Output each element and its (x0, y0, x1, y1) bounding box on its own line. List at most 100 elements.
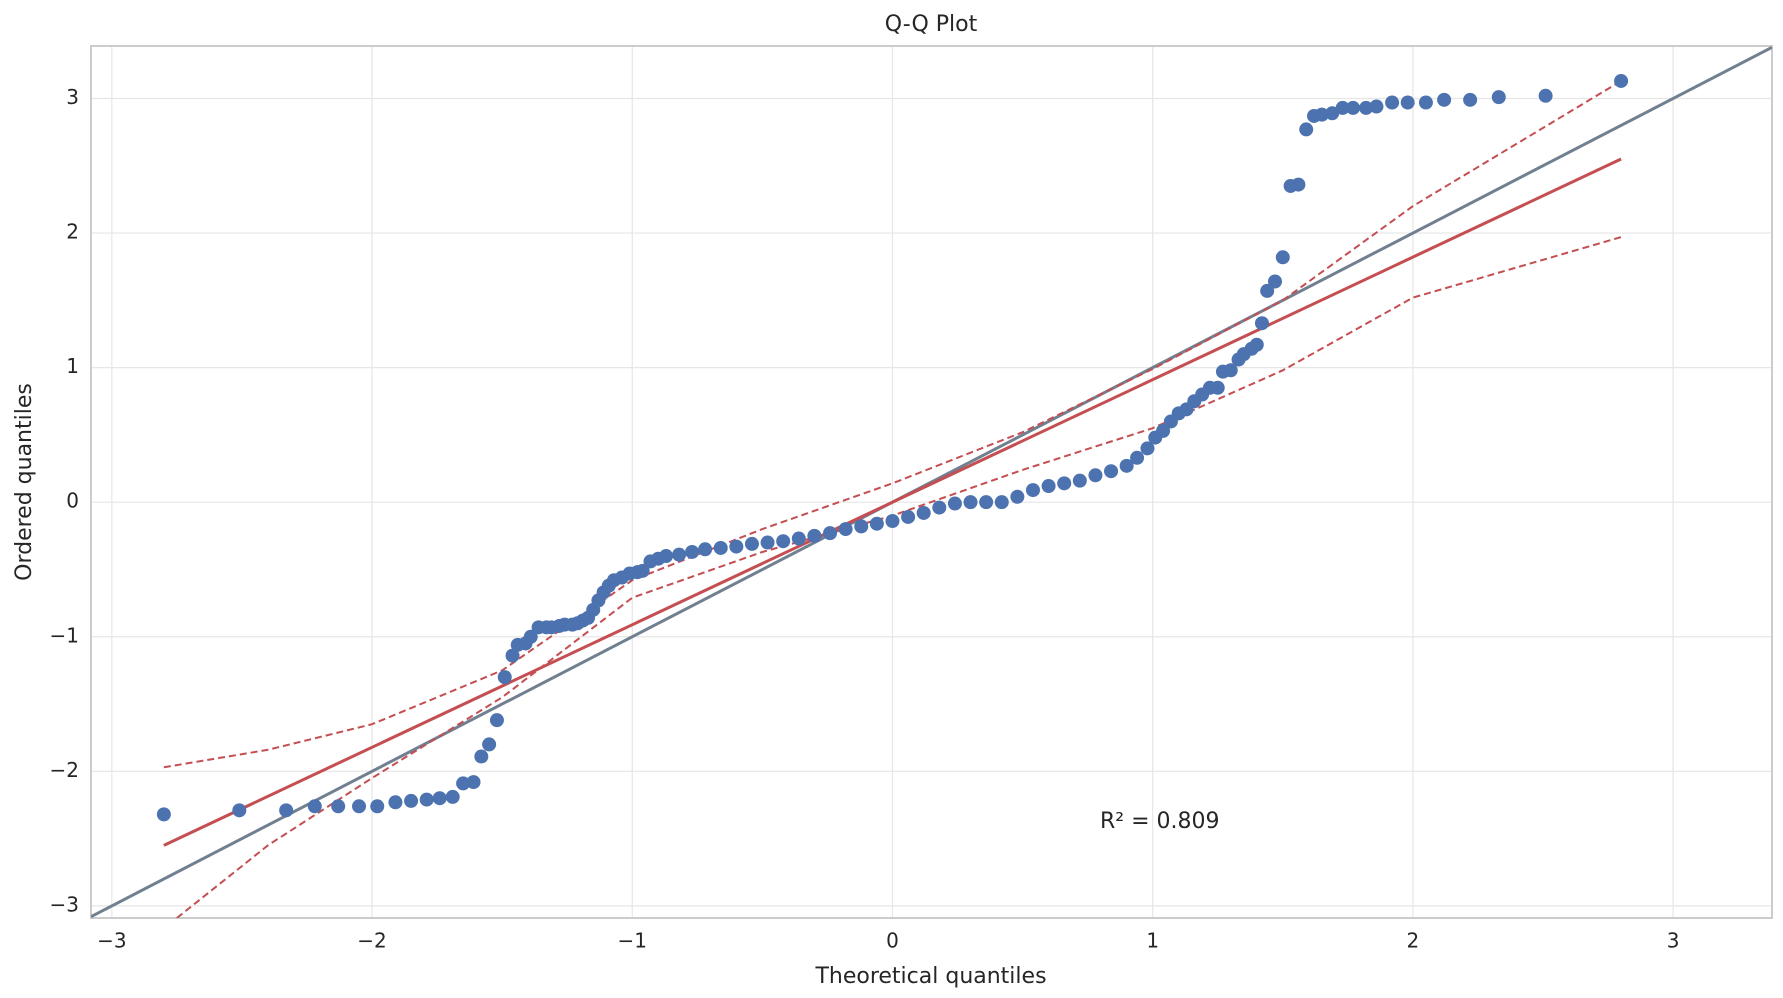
point (505, 648, 520, 663)
point (1299, 122, 1314, 137)
point (1130, 450, 1145, 465)
point (352, 799, 367, 814)
point (807, 528, 822, 543)
point (1260, 283, 1275, 298)
point (1437, 92, 1452, 107)
point (979, 495, 994, 510)
point (713, 540, 728, 555)
point (388, 795, 403, 810)
point (432, 791, 447, 806)
point (482, 737, 497, 752)
point (823, 526, 838, 541)
point (1275, 250, 1290, 265)
point (1325, 106, 1340, 121)
point (791, 531, 806, 546)
point (916, 505, 931, 520)
plot-frame (90, 45, 1773, 919)
point (685, 544, 700, 559)
point (1314, 107, 1329, 122)
point (523, 629, 538, 644)
point (1249, 337, 1264, 352)
y-axis-label: Ordered quantiles (12, 383, 37, 581)
point (279, 803, 294, 818)
point (1072, 473, 1087, 488)
point (370, 799, 385, 814)
point (1104, 464, 1119, 479)
point (419, 792, 434, 807)
point (404, 793, 419, 808)
point (1291, 177, 1306, 192)
point (1140, 441, 1155, 456)
point (1057, 476, 1072, 491)
point (1346, 100, 1361, 115)
point (635, 563, 650, 578)
y-tick-label: −3 (50, 892, 79, 916)
point (456, 776, 471, 791)
y-tick-label: 2 (66, 220, 79, 244)
point (474, 749, 489, 764)
point (232, 803, 247, 818)
reference-line (163, 157, 1622, 847)
point (489, 713, 504, 728)
point (744, 536, 759, 551)
y-tick-label: −2 (50, 758, 79, 782)
x-tick-label: 3 (1667, 929, 1680, 953)
point (659, 549, 674, 564)
y-tick-label: −1 (50, 623, 79, 647)
point (1491, 90, 1506, 105)
point (1463, 92, 1478, 107)
point (838, 522, 853, 537)
chart-title: Q-Q Plot (885, 12, 978, 37)
x-tick-label: −1 (618, 929, 647, 953)
point (1025, 483, 1040, 498)
point (1418, 95, 1433, 110)
x-tick-label: 1 (1146, 929, 1159, 953)
x-tick-label: 2 (1407, 929, 1420, 953)
point (963, 495, 978, 510)
point (932, 500, 947, 515)
point (156, 807, 171, 822)
point (497, 670, 512, 685)
point (760, 535, 775, 550)
point (1614, 73, 1629, 88)
point (698, 542, 713, 557)
point (885, 514, 900, 529)
annotation: R² = 0.809 (1100, 809, 1220, 834)
point (1010, 489, 1025, 504)
point (1088, 468, 1103, 483)
point (1267, 274, 1282, 289)
x-axis-label: Theoretical quantiles (814, 964, 1046, 989)
point (901, 509, 916, 524)
y-tick-label: 3 (66, 85, 79, 109)
point (776, 534, 791, 549)
point (869, 516, 884, 531)
x-tick-label: −3 (97, 929, 126, 953)
reference-line (91, 46, 1772, 918)
point (854, 519, 869, 534)
confidence-line (163, 80, 1622, 769)
x-tick-label: −2 (357, 929, 386, 953)
point (947, 496, 962, 511)
plot-area (91, 46, 1772, 918)
confidence-line (176, 236, 1622, 918)
point (1538, 88, 1553, 103)
point (1210, 380, 1225, 395)
point (1359, 100, 1374, 115)
point (331, 799, 346, 814)
point (1223, 363, 1238, 378)
x-tick-label: 0 (886, 929, 899, 953)
point (672, 547, 687, 562)
y-tick-label: 0 (66, 489, 79, 513)
point (1254, 316, 1269, 331)
point (466, 775, 481, 790)
point (994, 495, 1009, 510)
point (729, 539, 744, 554)
point (1369, 99, 1384, 114)
point (1385, 95, 1400, 110)
point (1041, 479, 1056, 494)
point (1400, 95, 1415, 110)
point (1156, 423, 1171, 438)
point (1119, 458, 1134, 473)
point (445, 789, 460, 804)
